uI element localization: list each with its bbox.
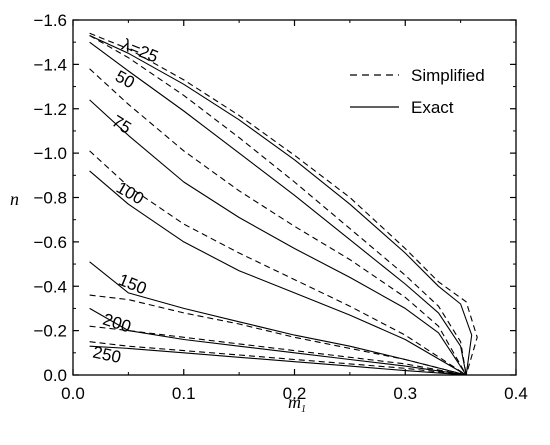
- curve-lambda-25-dashed: [89, 32, 478, 376]
- curve-lambda-75-solid: [89, 99, 467, 376]
- curve-label: 250: [91, 343, 123, 367]
- curve-lambda-200-solid: [89, 307, 467, 376]
- curve-lambda-50-dashed: [89, 35, 467, 376]
- legend-label-exact: Exact: [411, 98, 454, 117]
- legend: Simplified Exact: [350, 66, 485, 117]
- x-tick-label: 0.3: [393, 384, 417, 403]
- curve-label: 50: [112, 67, 138, 93]
- y-tick-label: −0.6: [33, 233, 67, 252]
- curves-layer: [89, 32, 478, 376]
- curve-lambda-100-dashed: [89, 150, 467, 376]
- y-tick-label: −1.6: [33, 11, 67, 30]
- x-axis-label: m1: [288, 392, 306, 415]
- curve-lambda-50-solid: [89, 41, 467, 376]
- curve-lambda-100-solid: [89, 170, 467, 376]
- curve-label: 200: [101, 310, 134, 337]
- x-tick-label: 0.1: [172, 384, 196, 403]
- curve-lambda-150-solid: [89, 261, 467, 376]
- curve-lambda-150-dashed: [89, 294, 467, 376]
- curve-lambda-250-solid: [89, 345, 467, 376]
- y-tick-label: −0.8: [33, 189, 67, 208]
- y-axis-label: n: [10, 189, 19, 209]
- y-tick-label: −1.4: [33, 55, 67, 74]
- curve-label: 150: [116, 270, 149, 298]
- x-tick-label: 0.0: [61, 384, 85, 403]
- y-axis: 0.0 −0.2 −0.4 −0.6 −0.8 −1.0 −1.2 −1.4 −1.6: [33, 11, 516, 385]
- x-tick-label: 0.4: [504, 384, 528, 403]
- curve-lambda-75-dashed: [89, 68, 467, 376]
- y-tick-label: 0.0: [43, 366, 67, 385]
- x-axis: 0.0 0.1 0.2 0.3 0.4: [61, 20, 528, 403]
- y-tick-label: −0.4: [33, 277, 67, 296]
- curve-lambda-25-solid: [89, 35, 473, 376]
- legend-label-simplified: Simplified: [411, 66, 485, 85]
- x-tick-label: 0.2: [283, 384, 307, 403]
- y-tick-label: −1.0: [33, 144, 67, 163]
- y-tick-label: −1.2: [33, 100, 67, 119]
- y-tick-label: −0.2: [33, 322, 67, 341]
- curve-label: 100: [113, 178, 147, 209]
- curve-lambda-250-dashed: [89, 341, 467, 376]
- curve-label: 75: [109, 112, 135, 138]
- curve-label: λ=25: [119, 35, 161, 67]
